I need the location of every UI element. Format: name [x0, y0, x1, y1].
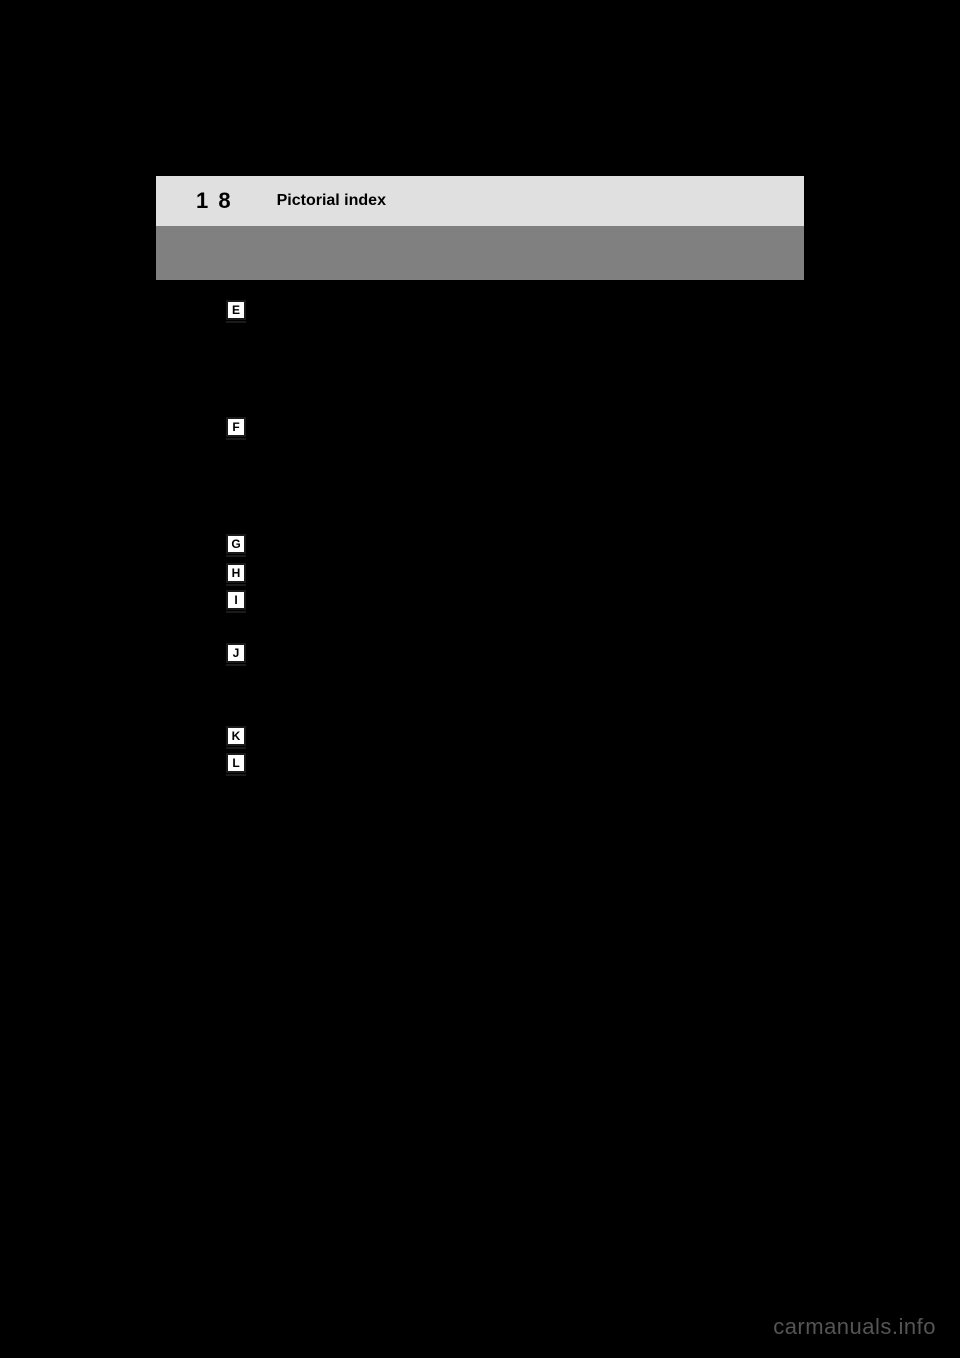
- marker-underline: [226, 555, 246, 557]
- marker-letter: G: [226, 534, 246, 554]
- marker-wrap: J: [226, 643, 246, 666]
- marker-underline: [226, 664, 246, 666]
- marker-underline: [226, 774, 246, 776]
- section-band: [156, 226, 804, 280]
- marker-letter: H: [226, 563, 246, 583]
- marker-row: G: [226, 534, 804, 557]
- marker-letter: J: [226, 643, 246, 663]
- header-title: Pictorial index: [277, 192, 386, 210]
- page-header: 1 8 Pictorial index: [156, 176, 804, 226]
- marker-wrap: G: [226, 534, 246, 557]
- marker-row: H: [226, 563, 804, 586]
- marker-wrap: L: [226, 753, 246, 776]
- page-number: 1 8: [196, 188, 233, 214]
- marker-underline: [226, 321, 246, 323]
- marker-wrap: I: [226, 590, 246, 613]
- marker-underline: [226, 747, 246, 749]
- marker-letter: F: [226, 417, 246, 437]
- marker-row: E: [226, 300, 804, 323]
- marker-wrap: F: [226, 417, 246, 440]
- marker-letter: L: [226, 753, 246, 773]
- marker-wrap: E: [226, 300, 246, 323]
- marker-underline: [226, 438, 246, 440]
- watermark-text: carmanuals.info: [773, 1314, 936, 1340]
- marker-underline: [226, 611, 246, 613]
- marker-letter: K: [226, 726, 246, 746]
- marker-underline: [226, 584, 246, 586]
- marker-row: I: [226, 590, 804, 613]
- marker-wrap: H: [226, 563, 246, 586]
- marker-letter: I: [226, 590, 246, 610]
- marker-row: J: [226, 643, 804, 666]
- manual-page: 1 8 Pictorial index E F G H: [156, 176, 804, 792]
- marker-row: L: [226, 753, 804, 776]
- marker-wrap: K: [226, 726, 246, 749]
- marker-row: F: [226, 417, 804, 440]
- marker-letter: E: [226, 300, 246, 320]
- content-area: E F G H I: [156, 280, 804, 776]
- marker-row: K: [226, 726, 804, 749]
